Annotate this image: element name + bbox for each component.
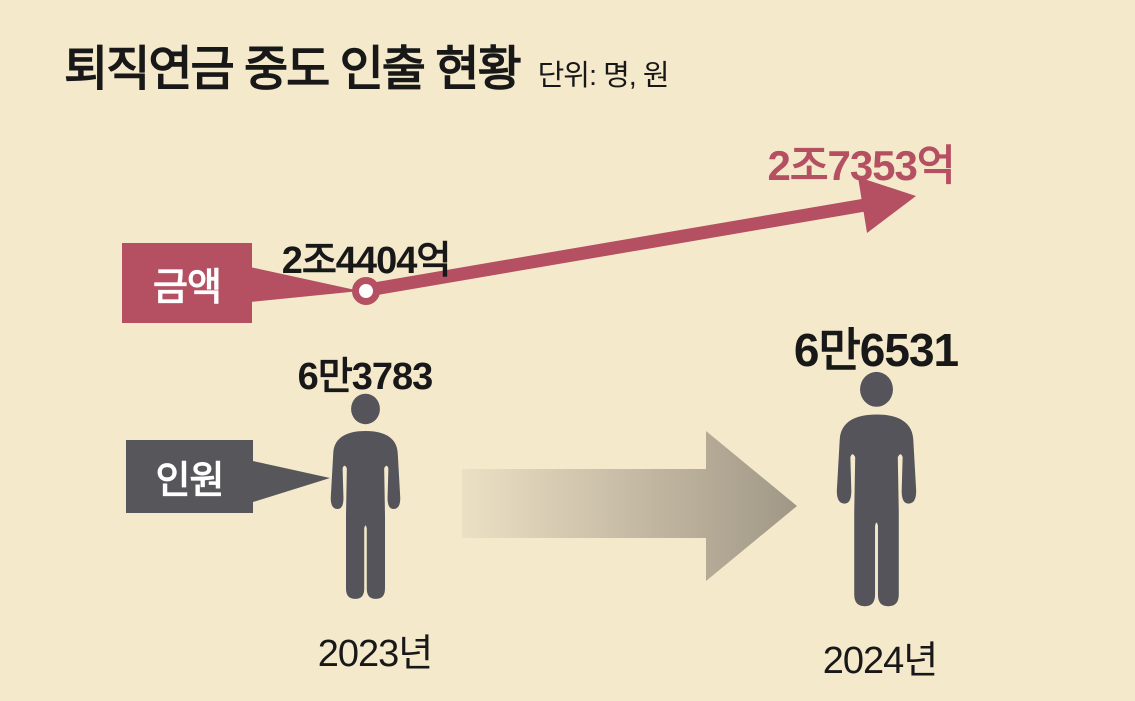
page-title: 퇴직연금 중도 인출 현황 [64, 43, 522, 96]
amount-2024-value: 2조7353억 [767, 142, 955, 189]
amount-series-label-box: 금액 [122, 243, 252, 323]
people-2023-value: 6만3783 [297, 356, 434, 398]
people-series-label: 인원 [155, 460, 225, 502]
people-2024-value: 6만6531 [793, 324, 959, 376]
amount-2023-value: 2조4404억 [281, 240, 452, 282]
amount-callout-pointer [250, 267, 360, 302]
person-icon-2024 [836, 371, 917, 607]
people-callout-pointer [253, 461, 330, 502]
amount-trend-line [372, 198, 867, 296]
year-label-2024: 2024년 [822, 640, 938, 682]
amount-trend-arrowhead-icon [858, 177, 916, 233]
title-row: 퇴직연금 중도 인출 현황 단위: 명, 원 [64, 43, 670, 97]
amount-series-label: 금액 [153, 266, 222, 309]
unit-label: 단위: 명, 원 [537, 60, 670, 92]
year-label-2023: 2023년 [317, 633, 433, 675]
year-transition-arrow [462, 431, 797, 581]
person-icon-2023 [330, 393, 401, 599]
people-series-label-box: 인원 [126, 440, 253, 513]
amount-2023-marker [352, 277, 380, 305]
